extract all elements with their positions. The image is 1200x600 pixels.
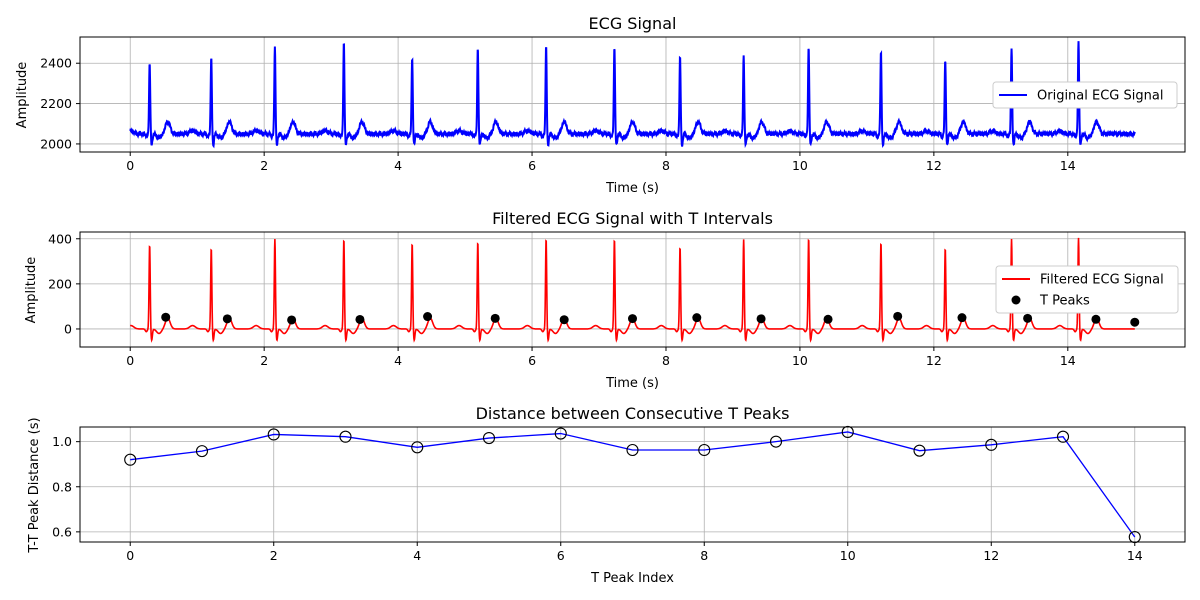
t-peak-point xyxy=(1130,317,1140,327)
filtered-ecg-subplot: Filtered ECG Signal with T Intervals Tim… xyxy=(24,209,1186,391)
plot-area xyxy=(130,237,1140,343)
legend: Original ECG Signal xyxy=(992,81,1178,109)
grid xyxy=(80,427,1185,542)
t-peak-point xyxy=(893,311,903,321)
x-axis-label: Time (s) xyxy=(605,376,659,391)
subplot-title: ECG Signal xyxy=(589,14,677,33)
subplot-title: Distance between Consecutive T Peaks xyxy=(476,404,790,423)
distance-point xyxy=(841,425,854,439)
t-peak-point xyxy=(823,314,833,324)
distance-point xyxy=(1056,430,1070,443)
x-tick-label: 4 xyxy=(413,548,421,563)
x-tick-label: 12 xyxy=(926,353,942,368)
distance-line xyxy=(130,431,1136,538)
y-tick-label: 1.0 xyxy=(52,434,72,449)
tt-distance-subplot: Distance between Consecutive T Peaks T P… xyxy=(27,404,1186,586)
y-tick-label: 2400 xyxy=(40,56,72,71)
y-tick-label: 0.6 xyxy=(52,524,72,539)
plot-area xyxy=(124,425,1141,544)
t-peak-point xyxy=(628,314,637,324)
t-peak-point xyxy=(957,313,967,323)
x-tick-label: 0 xyxy=(126,158,134,173)
x-tick-label: 4 xyxy=(394,158,402,173)
legend-label-ecg: Original ECG Signal xyxy=(1037,89,1163,104)
t-peak-point xyxy=(423,312,433,322)
axes-frame xyxy=(79,231,1186,348)
t-peak-point xyxy=(490,313,500,323)
x-tick-label: 0 xyxy=(126,353,134,368)
x-tick-label: 2 xyxy=(270,548,278,563)
x-axis-label: T Peak Index xyxy=(590,571,674,586)
distance-point xyxy=(482,431,496,445)
legend: Filtered ECG Signal T Peaks xyxy=(995,265,1179,314)
distance-point xyxy=(124,453,137,466)
distance-point xyxy=(626,443,639,457)
plot-area xyxy=(129,41,1136,149)
x-axis-label: Time (s) xyxy=(605,181,659,196)
legend-marker-t-peaks xyxy=(1011,295,1021,305)
distance-point xyxy=(267,428,280,441)
x-tick-label: 6 xyxy=(528,353,536,368)
t-peak-point xyxy=(287,315,297,325)
distance-point xyxy=(554,427,567,440)
t-peak-point xyxy=(161,312,171,322)
y-axis-label: Amplitude xyxy=(24,257,39,324)
t-peak-point xyxy=(355,314,365,324)
distance-point xyxy=(769,435,783,448)
x-tick-label: 10 xyxy=(792,158,808,173)
x-tick-label: 4 xyxy=(394,353,402,368)
y-tick-label: 0.8 xyxy=(52,479,72,494)
x-tick-label: 6 xyxy=(528,158,536,173)
distance-point xyxy=(195,445,209,458)
signal-line xyxy=(130,237,1135,343)
y-axis-label: T-T Peak Distance (s) xyxy=(27,417,42,553)
x-tick-label: 14 xyxy=(1060,158,1076,173)
x-tick-label: 8 xyxy=(662,158,670,173)
distance-point xyxy=(913,444,926,457)
t-peak-point xyxy=(756,314,766,324)
t-peak-point xyxy=(559,315,569,325)
legend-label-filtered: Filtered ECG Signal xyxy=(1040,273,1164,288)
axes-frame xyxy=(79,426,1186,543)
y-tick-label: 2200 xyxy=(40,96,72,111)
x-tick-label: 0 xyxy=(126,548,134,563)
x-tick-label: 12 xyxy=(926,158,942,173)
axes-frame xyxy=(79,36,1186,153)
x-tick-label: 8 xyxy=(662,353,670,368)
distance-point xyxy=(339,430,352,443)
distance-point xyxy=(698,443,711,457)
y-axis-label: Amplitude xyxy=(15,62,30,129)
y-tick-label: 2000 xyxy=(40,136,72,151)
subplot-title: Filtered ECG Signal with T Intervals xyxy=(492,209,773,228)
t-peak-point xyxy=(1023,313,1033,323)
y-tick-label: 400 xyxy=(48,231,72,246)
x-tick-label: 14 xyxy=(1060,353,1076,368)
y-tick-label: 200 xyxy=(48,276,72,291)
x-tick-label: 2 xyxy=(260,158,268,173)
legend-box xyxy=(995,265,1179,314)
distance-point xyxy=(411,441,424,454)
x-tick-label: 8 xyxy=(700,548,708,563)
y-tick-label: 0 xyxy=(64,321,72,336)
t-peak-point xyxy=(692,313,702,323)
t-peak-point xyxy=(222,314,232,324)
x-tick-label: 14 xyxy=(1127,548,1143,563)
x-tick-label: 10 xyxy=(840,548,856,563)
x-tick-label: 2 xyxy=(260,353,268,368)
legend-box xyxy=(992,81,1178,109)
ecg-signal-subplot: ECG Signal Time (s) Amplitude Original E… xyxy=(15,14,1186,196)
x-tick-label: 12 xyxy=(983,548,999,563)
distance-point xyxy=(985,438,998,451)
signal-line xyxy=(129,41,1136,149)
x-tick-label: 6 xyxy=(557,548,565,563)
x-tick-label: 10 xyxy=(792,353,808,368)
t-peak-point xyxy=(1091,314,1101,324)
legend-label-t-peaks: T Peaks xyxy=(1039,294,1090,309)
